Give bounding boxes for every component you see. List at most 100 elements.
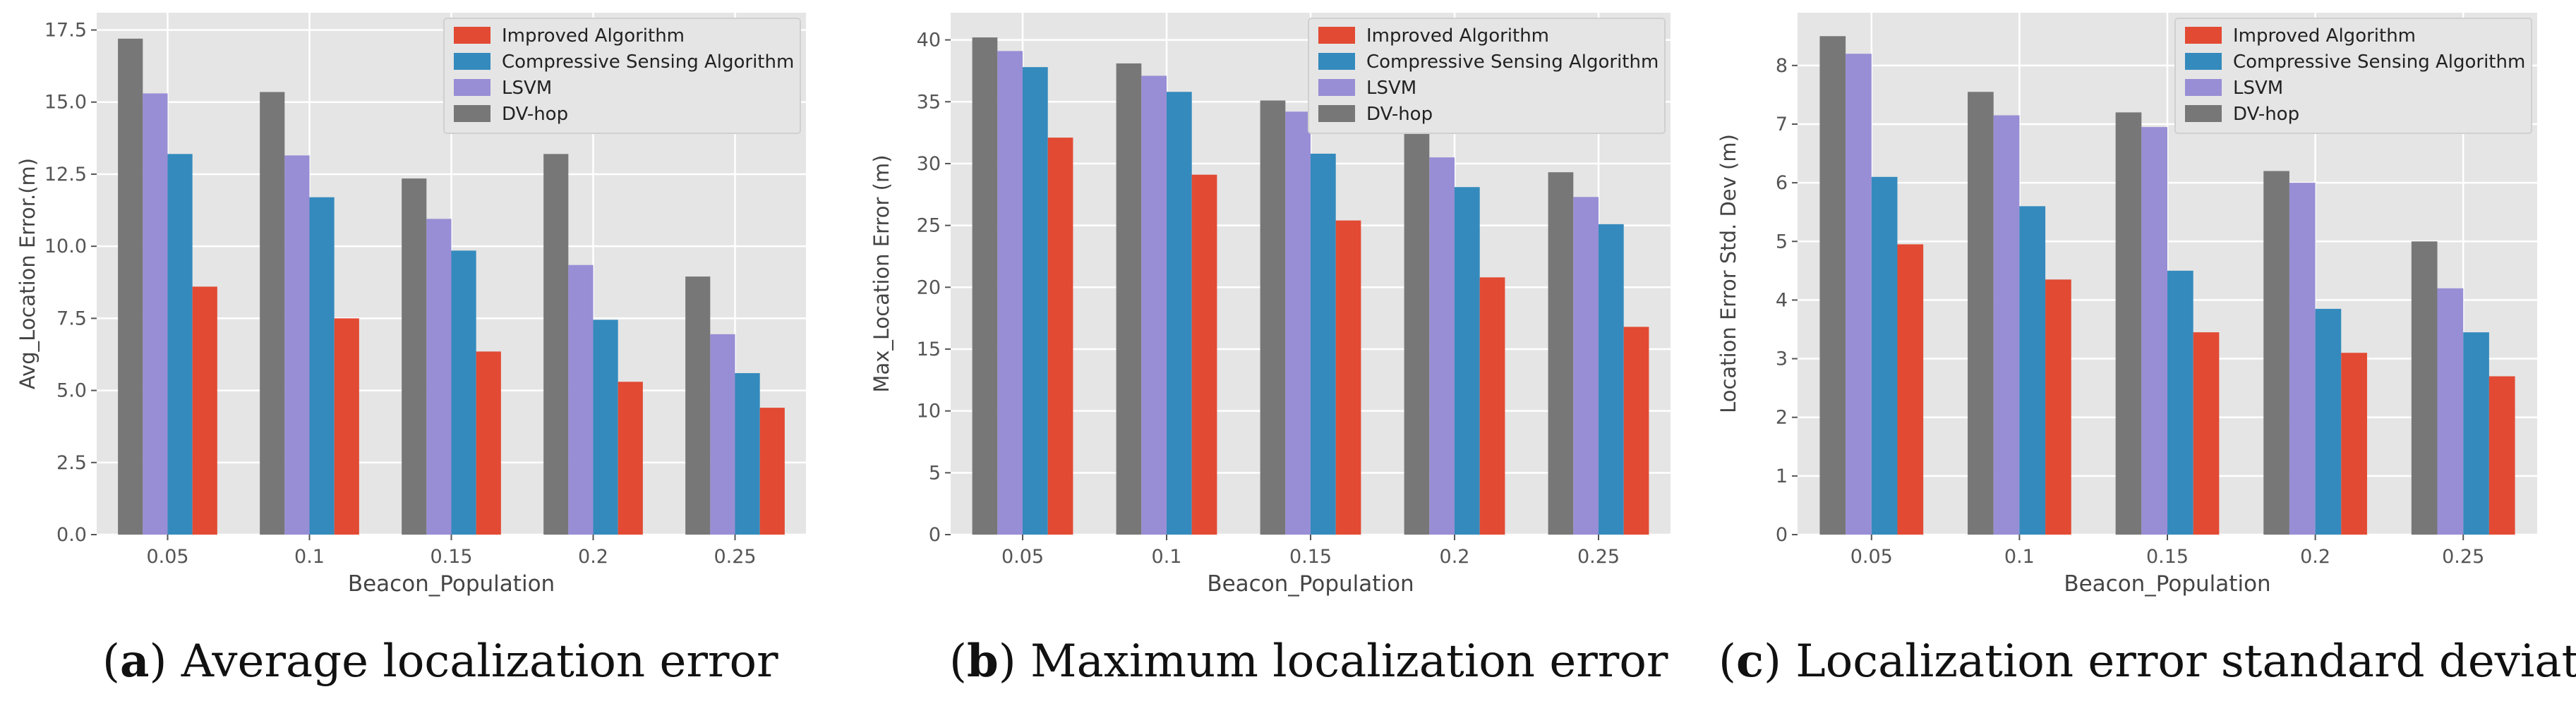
bar-compressive-sensing-algorithm (735, 373, 760, 535)
bar-improved-algorithm (476, 351, 501, 535)
legend-frame (2174, 18, 2532, 134)
bar-lsvm (143, 93, 168, 535)
legend: Improved Algorithm Compressive Sensing Al… (443, 18, 801, 134)
y-tick-label: 0 (929, 524, 941, 546)
legend-swatch (454, 53, 490, 70)
x-tick-label: 0.2 (2300, 546, 2330, 568)
y-tick-label: 7.5 (56, 308, 87, 329)
y-tick-label: 5 (1776, 231, 1788, 252)
y-tick-label: 12.5 (44, 164, 87, 185)
bar-lsvm (1285, 111, 1311, 535)
legend-label: Compressive Sensing Algorithm (502, 51, 794, 73)
x-tick-label: 0.25 (2442, 546, 2484, 568)
bar-improved-algorithm (759, 408, 785, 535)
bar-improved-algorithm (1479, 277, 1505, 535)
bar-dv-hop (972, 37, 998, 535)
bar-dv-hop (402, 178, 427, 535)
bar-lsvm (997, 51, 1023, 535)
bar-compressive-sensing-algorithm (1871, 176, 1898, 535)
y-tick-label: 6 (1776, 172, 1788, 194)
y-tick-label: 35 (917, 91, 941, 113)
legend-swatch (1318, 27, 1355, 44)
bar-improved-algorithm (2341, 353, 2367, 535)
y-tick-label: 8 (1776, 55, 1788, 77)
bar-improved-algorithm (2045, 279, 2071, 535)
y-tick-label: 15 (917, 339, 941, 360)
bar-improved-algorithm (2488, 376, 2515, 535)
bar-improved-algorithm (1191, 174, 1217, 535)
y-tick-label: 20 (917, 276, 941, 298)
legend-swatch (1318, 79, 1355, 96)
y-tick-label: 10 (917, 401, 941, 422)
x-tick-label: 0.05 (1001, 546, 1044, 568)
bar-dv-hop (1548, 172, 1574, 535)
x-tick-label: 0.1 (1152, 546, 1182, 568)
bar-improved-algorithm (192, 286, 217, 535)
bar-lsvm (1429, 157, 1455, 535)
y-axis-label: Avg_Location Error.(m) (16, 158, 40, 389)
bar-dv-hop (1404, 133, 1430, 535)
bar-lsvm (710, 334, 735, 535)
x-tick-label: 0.15 (1289, 546, 1332, 568)
caption-a-label: a (119, 635, 150, 688)
y-tick-label: 17.5 (44, 20, 87, 42)
bar-dv-hop (118, 38, 143, 535)
caption-b-text: Maximum localization error (1030, 635, 1668, 688)
bar-lsvm (1993, 115, 2020, 535)
bar-compressive-sensing-algorithm (2315, 308, 2342, 535)
legend-label: DV-hop (1366, 104, 1433, 125)
caption-c-label: c (1735, 635, 1764, 688)
legend-label: Compressive Sensing Algorithm (1366, 51, 1659, 73)
bar-compressive-sensing-algorithm (2463, 332, 2489, 535)
caption-c: (c) Localization error standard deviatio… (1719, 635, 2576, 705)
legend-swatch (454, 79, 490, 96)
bar-improved-algorithm (1897, 244, 1924, 535)
legend-label: LSVM (2233, 78, 2283, 99)
bar-improved-algorithm (1623, 327, 1649, 535)
legend-frame (443, 18, 801, 134)
bar-improved-algorithm (618, 382, 643, 535)
y-tick-label: 7 (1776, 114, 1788, 135)
x-axis-label: Beacon_Population (1207, 571, 1414, 597)
bar-dv-hop (2411, 241, 2438, 535)
caption-b: (b) Maximum localization error (949, 635, 1668, 688)
bar-lsvm (2437, 288, 2464, 535)
x-tick-label: 0.2 (1440, 546, 1470, 568)
legend-label: Improved Algorithm (502, 25, 685, 47)
bar-compressive-sensing-algorithm (1311, 153, 1336, 535)
bar-dv-hop (2263, 171, 2289, 535)
bar-lsvm (2289, 183, 2316, 535)
bar-compressive-sensing-algorithm (2019, 206, 2046, 535)
y-tick-label: 5.0 (56, 380, 87, 402)
bar-lsvm (1846, 54, 1872, 535)
legend-label: Compressive Sensing Algorithm (2233, 51, 2525, 73)
caption-b-label: b (966, 635, 999, 688)
y-tick-label: 25 (917, 215, 941, 237)
legend-label: Improved Algorithm (2233, 25, 2416, 47)
y-tick-label: 2.5 (56, 452, 87, 474)
legend-label: DV-hop (2233, 104, 2299, 125)
y-axis-label: Max_Location Error (m) (869, 154, 893, 392)
legend: Improved Algorithm Compressive Sensing Al… (2174, 18, 2532, 134)
chart-panel-a: 0.0 2.5 5.0 7.5 10.0 12.5 15.0 17.5 0.05 0.1 0.15 0… (16, 13, 806, 597)
y-axis-label: Location Error Std. Dev (m) (1716, 134, 1740, 413)
bar-improved-algorithm (1335, 220, 1361, 535)
x-tick-label: 0.1 (294, 546, 325, 568)
bar-dv-hop (543, 154, 569, 535)
legend-swatch (2185, 27, 2222, 44)
y-tick-label: 10.0 (44, 236, 87, 257)
bar-compressive-sensing-algorithm (1599, 224, 1624, 535)
x-tick-label: 0.15 (2146, 546, 2189, 568)
bar-lsvm (1573, 197, 1599, 535)
y-tick-label: 15.0 (44, 92, 87, 114)
caption-a: (a) Average localization error (102, 635, 778, 688)
bar-dv-hop (1260, 100, 1286, 535)
x-tick-label: 0.15 (430, 546, 472, 568)
y-tick-label: 3 (1776, 348, 1788, 370)
bar-dv-hop (1819, 36, 1846, 535)
bar-compressive-sensing-algorithm (1023, 67, 1048, 535)
bar-lsvm (2141, 127, 2167, 535)
bar-compressive-sensing-algorithm (1455, 187, 1480, 535)
chart-panel-c: 0 1 2 3 4 5 6 7 8 0.05 0.1 0.15 0.2 0.25 Beacon_Popula… (1716, 13, 2537, 597)
